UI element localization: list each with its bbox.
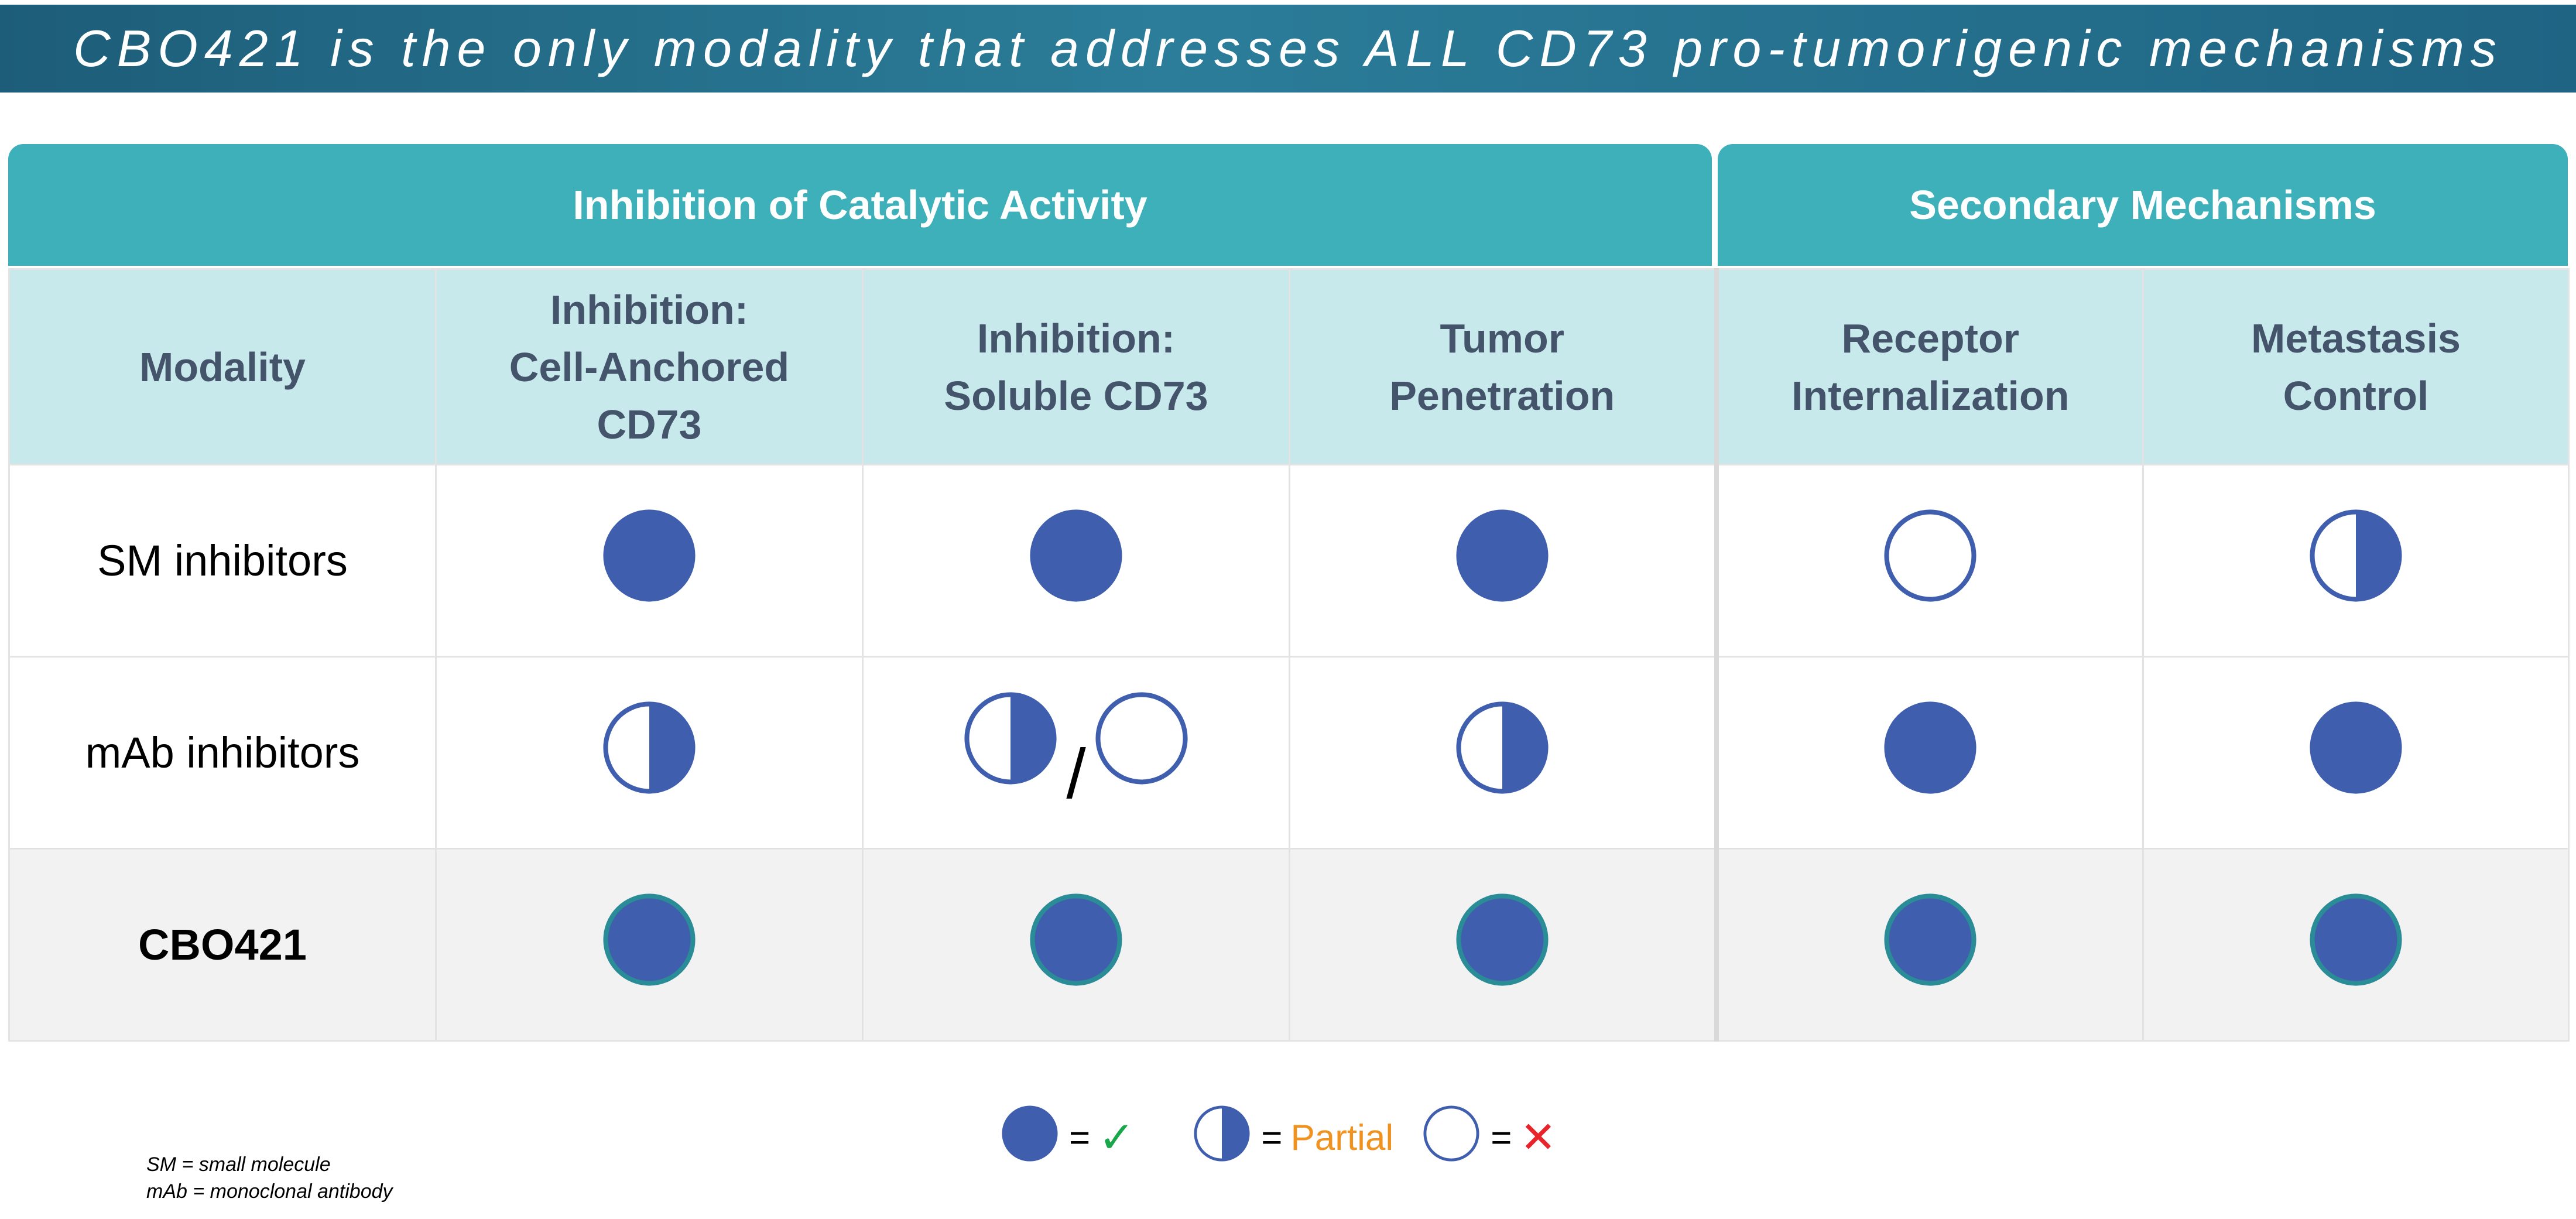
- check-icon: ✓: [1098, 1113, 1135, 1162]
- rating-cell: [1289, 656, 1717, 850]
- column-header-line: CD73: [597, 401, 702, 447]
- column-header-label: Modality: [139, 344, 306, 390]
- column-header-line: Internalization: [1791, 372, 2070, 419]
- legend-equals: =: [1491, 1117, 1512, 1158]
- rating-cell: [862, 464, 1290, 658]
- empty-circle-icon: [1884, 509, 1976, 602]
- table-row-cbo421: CBO421: [8, 848, 2570, 1042]
- rating-marker: [1883, 700, 1978, 805]
- modality-cell: CBO421: [8, 848, 437, 1042]
- full-circle-icon: [2310, 893, 2402, 986]
- rating-marker: [1883, 892, 1978, 997]
- group-header-secondary: Secondary Mechanisms: [1718, 144, 2568, 266]
- rating-cell: [862, 848, 1290, 1042]
- column-header-line: Penetration: [1389, 372, 1615, 419]
- footnote-mab: mAb = monoclonal antibody: [146, 1180, 393, 1203]
- table-row-mab: mAb inhibitors /: [8, 656, 2570, 850]
- full-circle-icon: [2310, 701, 2402, 794]
- column-header-line: Cell-Anchored: [509, 344, 790, 390]
- full-circle-icon: [1002, 1105, 1058, 1162]
- full-circle-icon: [1030, 509, 1122, 602]
- rating-marker: [1455, 892, 1550, 997]
- column-header-metastasis-control: Metastasis Control: [2142, 268, 2570, 465]
- table-row-sm: SM inhibitors: [8, 464, 2570, 658]
- rating-marker: [1455, 508, 1550, 613]
- rating-marker: [2308, 508, 2403, 613]
- legend-partial-label: Partial: [1290, 1117, 1394, 1158]
- legend-equals: =: [1069, 1117, 1091, 1158]
- column-header-line: Soluble CD73: [944, 372, 1208, 419]
- rating-cell: [1714, 848, 2144, 1042]
- full-circle-icon: [1456, 893, 1549, 986]
- legend-partial-marker: [1193, 1105, 1251, 1171]
- rating-marker: [1029, 508, 1123, 613]
- rating-marker: [602, 700, 697, 805]
- rating-marker: [602, 508, 697, 613]
- full-circle-icon: [603, 893, 696, 986]
- full-circle-icon: [1884, 701, 1976, 794]
- column-header-soluble: Inhibition: Soluble CD73: [862, 268, 1290, 465]
- rating-cell: [435, 848, 864, 1042]
- rating-cell: [2142, 656, 2570, 850]
- cross-icon: ✕: [1520, 1113, 1557, 1162]
- legend-full-marker: [1001, 1105, 1059, 1171]
- column-header-line: Metastasis: [2251, 315, 2461, 361]
- legend: = ✓ = Partial = ✕: [1001, 1105, 1556, 1170]
- comparison-table: Modality Inhibition: Cell-Anchored CD73 …: [8, 268, 2570, 1042]
- full-circle-icon: [1030, 893, 1122, 986]
- full-circle-icon: [603, 509, 696, 602]
- column-header-receptor-internalization: Receptor Internalization: [1714, 268, 2144, 465]
- title-bar: CBO421 is the only modality that address…: [0, 5, 2576, 93]
- rating-cell: [435, 656, 864, 850]
- rating-cell: [1289, 848, 1717, 1042]
- rating-cell: [1714, 656, 2144, 850]
- legend-none-marker: [1423, 1105, 1480, 1171]
- half-circle-icon: [603, 701, 696, 794]
- rating-cell: [1289, 464, 1717, 658]
- rating-cell: [2142, 848, 2570, 1042]
- rating-marker: [602, 892, 697, 997]
- column-header-modality: Modality: [8, 268, 437, 465]
- rating-marker: [2308, 892, 2403, 997]
- footnote-sm: SM = small molecule: [146, 1153, 331, 1176]
- half-circle-icon: [2310, 509, 2402, 602]
- empty-circle-icon: [1095, 692, 1188, 785]
- column-header-line: Inhibition:: [977, 315, 1176, 361]
- full-circle-icon: [1884, 893, 1976, 986]
- rating-cell: [2142, 464, 2570, 658]
- half-circle-icon: [1194, 1105, 1250, 1162]
- full-circle-icon: [1456, 509, 1549, 602]
- column-header-line: Control: [2283, 372, 2429, 419]
- legend-equals: =: [1261, 1117, 1283, 1158]
- rating-marker: [1455, 700, 1550, 805]
- rating-cell: /: [862, 656, 1290, 850]
- column-header-line: Receptor: [1841, 315, 2019, 361]
- column-header-line: Inhibition:: [550, 286, 749, 333]
- footnotes: SM = small molecule mAb = monoclonal ant…: [146, 1151, 393, 1205]
- column-header-tumor-penetration: Tumor Penetration: [1289, 268, 1717, 465]
- rating-marker: [1883, 508, 1978, 613]
- rating-cell: [435, 464, 864, 658]
- half-circle-icon: [1456, 701, 1549, 794]
- half-circle-icon: [964, 692, 1057, 785]
- slide-title: CBO421 is the only modality that address…: [73, 19, 2503, 77]
- slash-separator: /: [1066, 735, 1086, 814]
- rating-marker: [2308, 700, 2403, 805]
- column-header-row: Modality Inhibition: Cell-Anchored CD73 …: [8, 268, 2570, 465]
- empty-circle-icon: [1423, 1105, 1479, 1162]
- group-header-catalytic: Inhibition of Catalytic Activity: [8, 144, 1712, 266]
- rating-marker: [1029, 892, 1123, 997]
- column-header-cell-anchored: Inhibition: Cell-Anchored CD73: [435, 268, 864, 465]
- rating-cell: [1714, 464, 2144, 658]
- modality-cell: SM inhibitors: [8, 464, 437, 658]
- column-header-line: Tumor: [1440, 315, 1565, 361]
- rating-marker: /: [963, 691, 1188, 814]
- modality-cell: mAb inhibitors: [8, 656, 437, 850]
